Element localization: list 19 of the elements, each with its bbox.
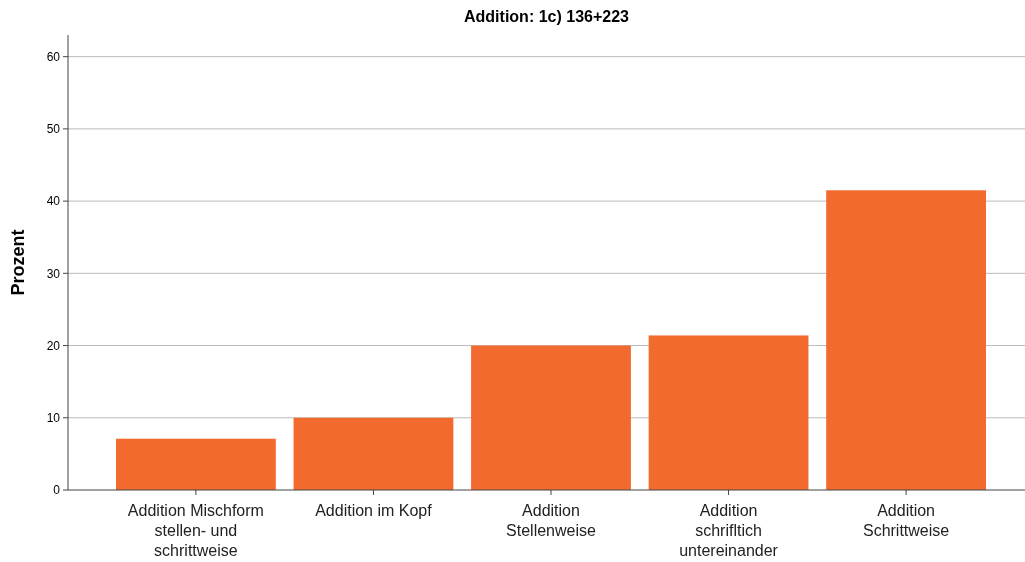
y-tick-label: 0: [53, 483, 61, 498]
bar: [471, 345, 631, 490]
x-tick-label: Addition im Kopf: [315, 502, 433, 519]
bar: [116, 438, 276, 490]
x-tick-label: Addition Mischform stellen- und schrittweise: [127, 502, 264, 559]
x-tick-label: Addition Schrittweise: [862, 502, 950, 539]
y-tick-label: 20: [46, 338, 61, 353]
bar: [826, 190, 986, 490]
y-tick-label: 60: [46, 49, 61, 64]
x-tick-label: Addition schrifltich untereinander: [679, 502, 779, 559]
y-axis-title: Prozent: [8, 229, 28, 296]
y-tick-label: 40: [46, 194, 61, 209]
bar: [648, 335, 809, 490]
bar: [293, 417, 454, 490]
y-tick-label: 10: [46, 410, 61, 425]
y-tick-label: 30: [46, 266, 61, 281]
chart-title: Addition: 1c) 136+223: [464, 8, 630, 25]
y-tick-label: 50: [46, 122, 61, 137]
x-tick-label: Addition Stellenweise: [506, 502, 597, 539]
